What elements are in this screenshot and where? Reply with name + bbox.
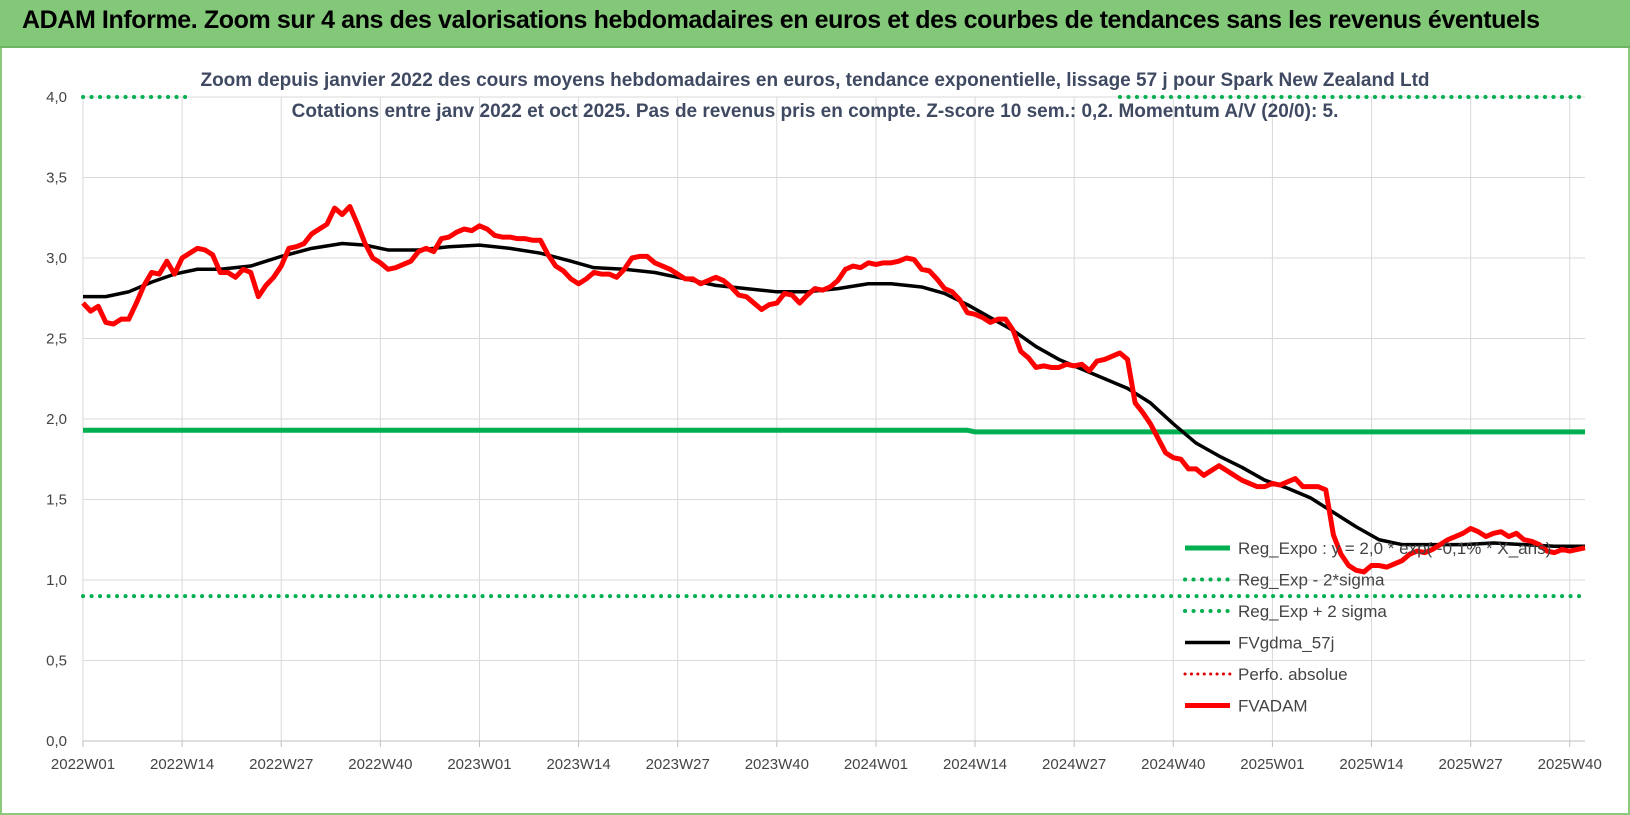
series-line-reg-expo-y-2-0-exp-0-1-x-ans [83, 427, 1585, 435]
x-tick-label: 2024W01 [844, 756, 908, 773]
legend-label-reg-exp-2-sigma: Reg_Exp + 2 sigma [1238, 602, 1387, 621]
chart-title: Zoom depuis janvier 2022 des cours moyen… [200, 70, 1429, 91]
series-lines [81, 95, 1587, 599]
x-tick-label: 2023W14 [546, 756, 610, 773]
x-tick-label: 2024W27 [1042, 756, 1106, 773]
x-tick-label: 2025W01 [1240, 756, 1304, 773]
chart-subtitle: Cotations entre janv 2022 et oct 2025. P… [292, 101, 1339, 122]
series-line-fvgdma-57j [83, 241, 1585, 548]
x-tick-label: 2024W40 [1141, 756, 1205, 773]
legend-label-fvadam: FVADAM [1238, 697, 1308, 716]
legend-label-fvgdma-57j: FVgdma_57j [1238, 634, 1334, 653]
header-banner: ADAM Informe. Zoom sur 4 ans des valoris… [0, 0, 1630, 48]
y-tick-label: 4,0 [46, 89, 67, 106]
x-tick-label: 2025W40 [1538, 756, 1602, 773]
y-tick-label: 1,5 [46, 492, 67, 509]
x-tick-label: 2024W14 [943, 756, 1007, 773]
x-tick-label: 2022W01 [51, 756, 115, 773]
y-tick-label: 3,5 [46, 170, 67, 187]
y-tick-label: 2,5 [46, 331, 67, 348]
x-tick-label: 2022W40 [348, 756, 412, 773]
y-tick-label: 1,0 [46, 572, 67, 589]
x-tick-label: 2022W27 [249, 756, 313, 773]
y-tick-label: 3,0 [46, 250, 67, 267]
series-line-fvadam [81, 203, 1586, 575]
gridlines [82, 96, 1585, 747]
x-tick-label: 2023W01 [447, 756, 511, 773]
legend: Reg_Expo : y = 2,0 * exp( -0,1% * X_ans)… [1183, 539, 1551, 716]
x-tick-label: 2025W27 [1439, 756, 1503, 773]
x-axis-ticks: 2022W01 2022W14 2022W27 2022W40 2023W01 2023W… [51, 756, 1602, 773]
x-tick-label: 2023W27 [646, 756, 710, 773]
x-tick-label: 2025W14 [1339, 756, 1403, 773]
y-tick-label: 0,5 [46, 653, 67, 670]
page-title: ADAM Informe. Zoom sur 4 ans des valoris… [22, 6, 1540, 34]
x-tick-label: 2022W14 [150, 756, 214, 773]
legend-label-perfo-absolue: Perfo. absolue [1238, 665, 1348, 684]
x-tick-label: 2023W40 [745, 756, 809, 773]
legend-label-reg-expo-y-2-0-exp-0-1-x-ans: Reg_Expo : y = 2,0 * exp( -0,1% * X_ans) [1238, 539, 1551, 558]
legend-label-reg-exp-2-sigma: Reg_Exp - 2*sigma [1238, 571, 1385, 590]
y-tick-label: 0,0 [46, 733, 67, 750]
y-axis-ticks: 0,0 0,5 1,0 1,5 2,0 2,5 3,0 3,5 4,0 [46, 89, 67, 750]
y-tick-label: 2,0 [46, 411, 67, 428]
